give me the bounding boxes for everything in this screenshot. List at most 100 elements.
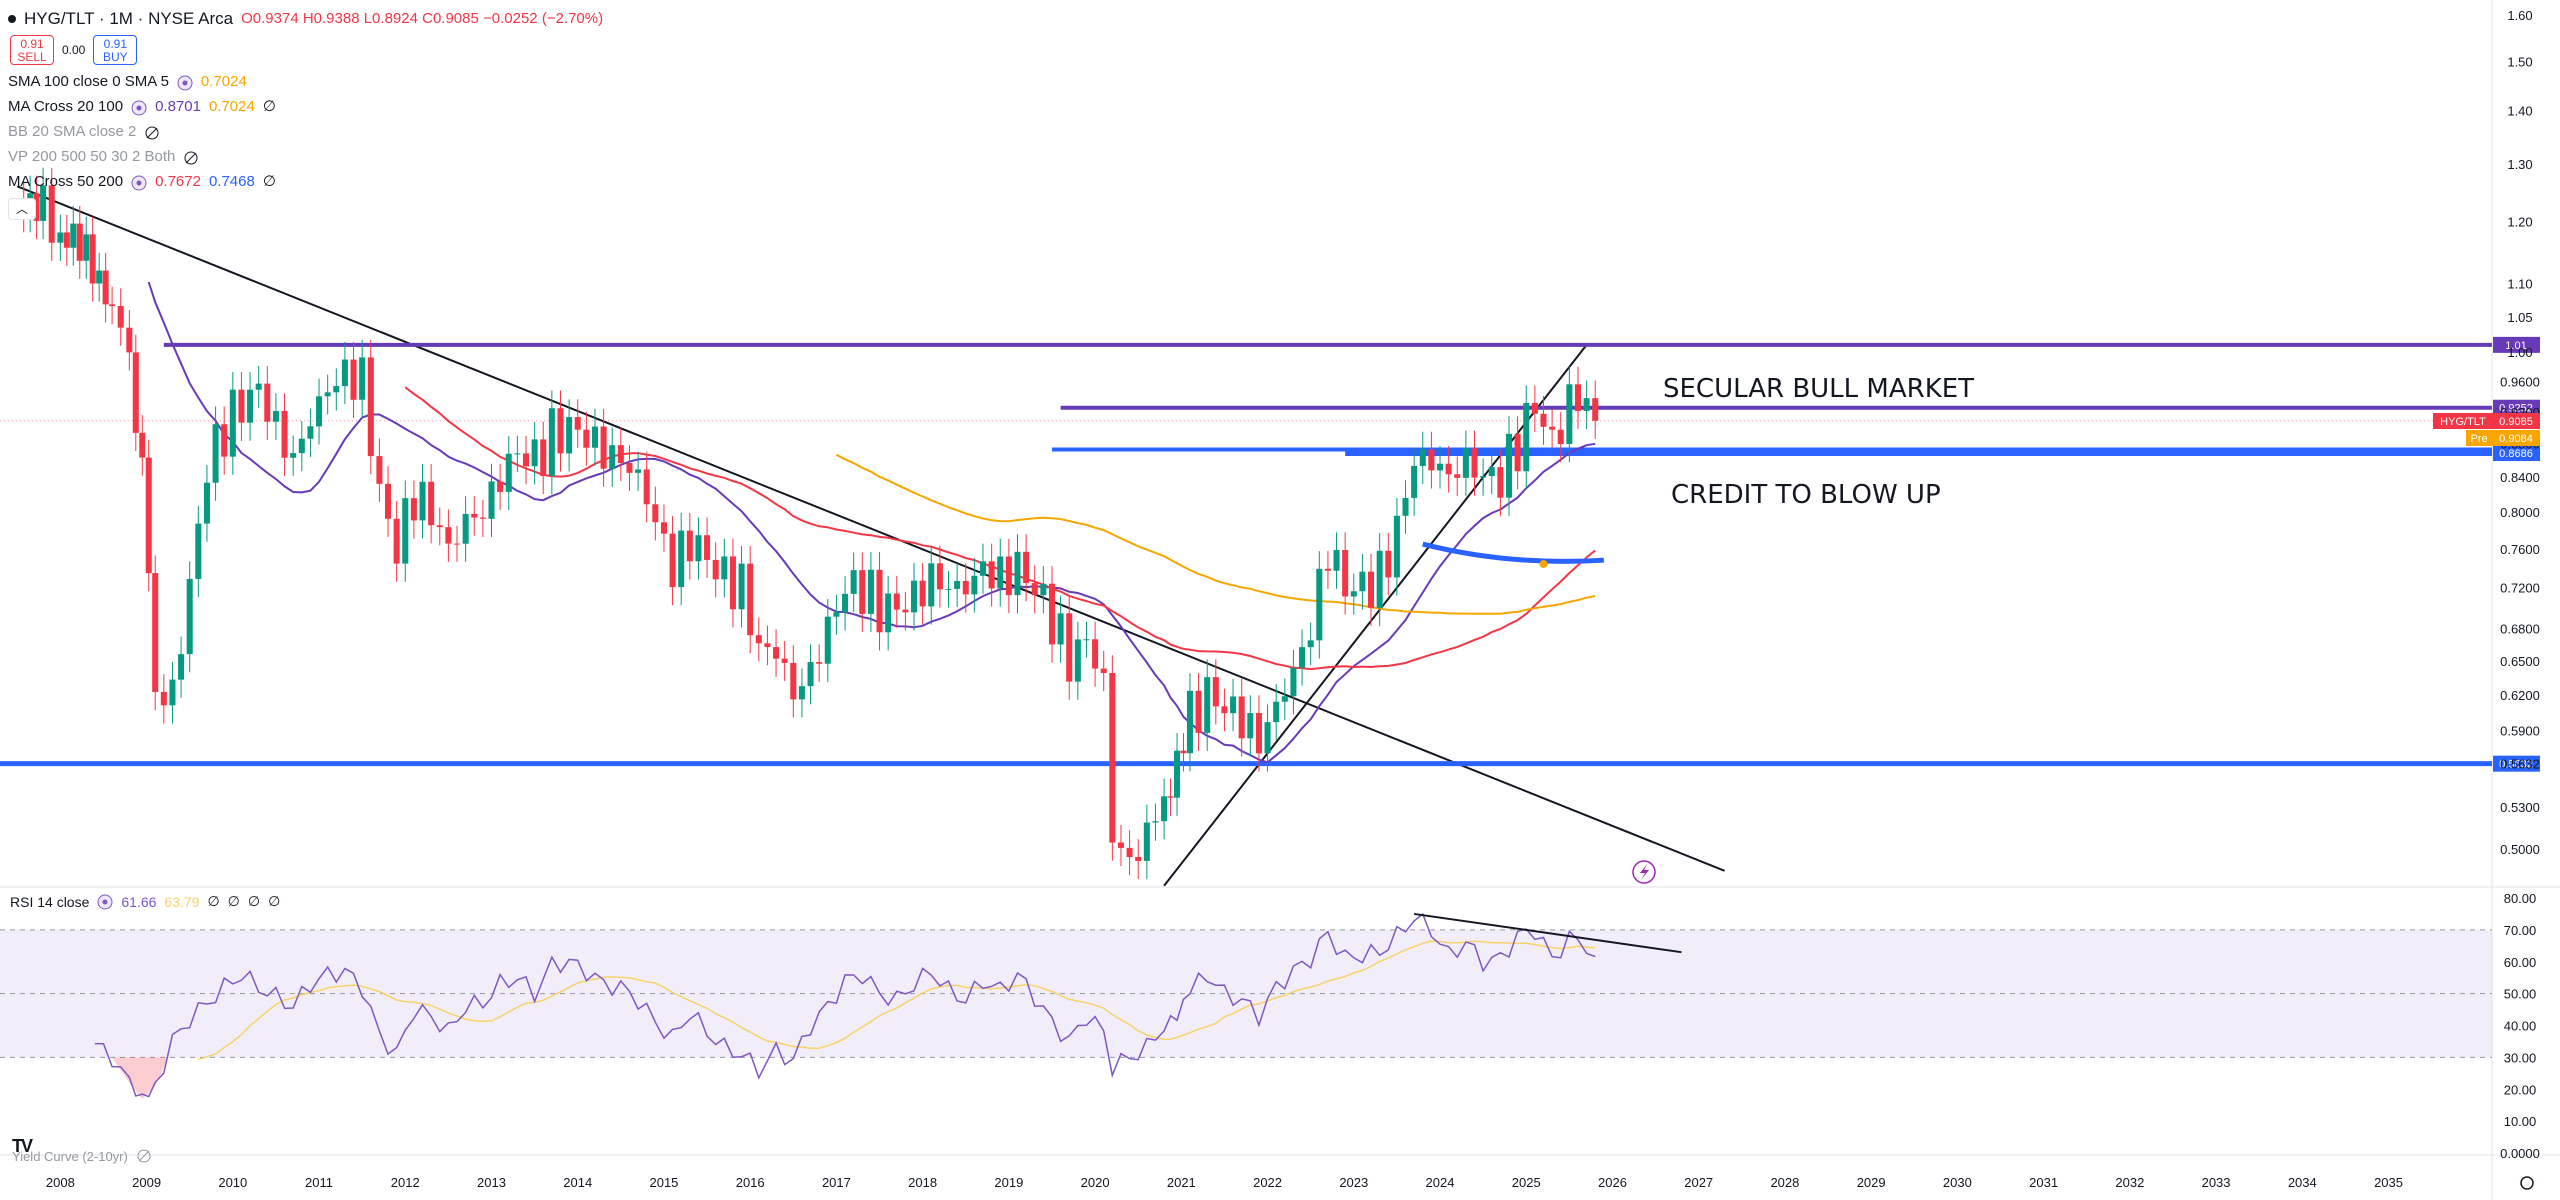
candle-body — [83, 234, 90, 261]
candles — [20, 167, 1599, 880]
eye-icon[interactable] — [177, 74, 193, 90]
indicator-name[interactable]: BB 20 SMA close 2 — [8, 123, 137, 140]
hidden-eye-icon[interactable] — [136, 1148, 152, 1164]
indicator-name[interactable]: VP 200 500 50 30 2 Both — [8, 148, 176, 165]
indicator-row[interactable]: MA Cross 20 100 0.8701 0.7024 ∅ — [8, 94, 603, 119]
candle-body — [419, 481, 426, 521]
candle-body — [169, 679, 176, 706]
candle-body — [1066, 613, 1073, 682]
candle-body — [1057, 613, 1064, 645]
symbol-dot — [8, 14, 16, 23]
time-tick-label: 2025 — [1512, 1175, 1541, 1190]
sell-button[interactable]: 0.91 SELL — [10, 35, 54, 65]
candle-body — [1324, 568, 1331, 571]
price-axis[interactable]: 1.60 1.50 1.40 1.30 1.20 1.10 1.05 1.00 0.9600 0.… — [2500, 8, 2540, 857]
candle-body — [488, 481, 495, 519]
buy-button[interactable]: 0.91 BUY — [93, 35, 138, 65]
candle-body — [1385, 550, 1392, 578]
indicator-row[interactable]: SMA 100 close 0 SMA 5 0.7024 — [8, 69, 603, 94]
candle-body — [609, 445, 616, 469]
level-tag-value: 0.9252 — [2499, 403, 2533, 415]
rsi-tick-label: 50.00 — [2504, 987, 2537, 1002]
price-tags: HYG/TLT 0.9085 Pre 0.9084 — [2433, 413, 2540, 446]
indicator-row[interactable]: BB 20 SMA close 2 — [8, 119, 603, 144]
symbol-title[interactable]: HYG/TLT · 1M · NYSE Arca — [24, 9, 234, 28]
rsi-empty-2: ∅ — [227, 893, 240, 909]
indicator-name[interactable]: SMA 100 close 0 SMA 5 — [8, 73, 169, 90]
price-tick-label: 0.8000 — [2500, 505, 2540, 520]
eye-icon[interactable] — [97, 894, 113, 910]
price-tick-label: 1.40 — [2507, 104, 2532, 119]
candle-body — [479, 517, 486, 519]
collapse-legend-button[interactable]: ︿ — [8, 198, 36, 220]
candle-body — [1342, 550, 1349, 597]
candle-body — [70, 223, 77, 248]
candle-body — [962, 581, 969, 595]
level-tag-bg — [2493, 445, 2540, 462]
time-tick-label: 2035 — [2374, 1175, 2403, 1190]
time-tick-label: 2014 — [563, 1175, 592, 1190]
indicator-name[interactable]: MA Cross 20 100 — [8, 98, 124, 115]
level-tag-value: 1.01 — [2505, 340, 2526, 352]
candle-body — [264, 383, 271, 422]
candle-body — [376, 456, 383, 484]
candle-body — [1152, 821, 1159, 823]
indicator-row[interactable]: MA Cross 50 200 0.7672 0.7468 ∅ — [8, 169, 603, 194]
close-value: C0.9085 — [422, 10, 479, 27]
time-axis[interactable]: 2008 2009 2010 2011 2012 2013 2014 2015 2016 2017… — [46, 1175, 2534, 1190]
indicator-name[interactable]: MA Cross 50 200 — [8, 173, 124, 190]
candle-body — [428, 481, 435, 526]
candle-body — [126, 327, 133, 353]
indicator-value: 0.7468 — [208, 173, 255, 190]
candle-body — [63, 232, 70, 248]
candle-body — [919, 580, 926, 607]
candle-body — [471, 513, 478, 518]
candle-body — [1497, 467, 1504, 498]
tradingview-logo[interactable]: TV — [12, 1136, 33, 1156]
eye-icon[interactable] — [131, 174, 147, 190]
candle-body — [298, 438, 305, 454]
candle-body — [747, 563, 754, 636]
sell-price: 0.91 — [20, 37, 44, 51]
price-tick-label: 0.9600 — [2500, 374, 2540, 389]
time-tick-label: 2022 — [1253, 1175, 1282, 1190]
candle-body — [660, 522, 667, 534]
rsi-name[interactable]: RSI 14 close — [10, 893, 90, 910]
rsi-tick-label: 40.00 — [2504, 1019, 2537, 1034]
rsi-band — [0, 929, 2492, 1058]
time-tick-label: 2017 — [822, 1175, 851, 1190]
lightning-icon[interactable] — [1632, 860, 1656, 884]
candle-body — [497, 481, 504, 492]
yield-curve-label[interactable]: Yield Curve (2-10yr) — [12, 1148, 128, 1164]
candle-body — [600, 426, 607, 469]
hidden-eye-icon[interactable] — [144, 124, 160, 140]
ohlc-values: O0.9374 H0.9388 L0.8924 C0.9085 −0.0252 … — [241, 6, 603, 31]
open-value: O0.9374 — [241, 10, 299, 27]
candle-body — [367, 357, 374, 457]
time-tick-label: 2016 — [736, 1175, 765, 1190]
candle-body — [1505, 433, 1513, 498]
candle-body — [229, 389, 236, 457]
candle-body — [1238, 696, 1245, 739]
candle-body — [867, 569, 874, 614]
indicator-row[interactable]: VP 200 500 50 30 2 Both — [8, 144, 603, 169]
candle-body — [522, 453, 530, 467]
candle-body — [272, 411, 279, 422]
candle-body — [1316, 568, 1323, 641]
hidden-eye-icon[interactable] — [183, 149, 199, 165]
indicator-value: 0.7672 — [155, 173, 201, 190]
hyg-value-bg — [2493, 413, 2540, 429]
eye-icon[interactable] — [131, 99, 147, 115]
high-value: H0.9388 — [302, 10, 360, 27]
settings-gear-icon[interactable] — [2520, 1176, 2534, 1190]
symbol-row: HYG/TLT · 1M · NYSE Arca O0.9374 H0.9388… — [8, 6, 603, 31]
candle-body — [1031, 583, 1038, 596]
candle-body — [40, 185, 47, 221]
candle-body — [117, 306, 124, 328]
candle-body — [109, 304, 116, 307]
candle-body — [307, 426, 314, 439]
candle-body — [928, 563, 935, 607]
candle-body — [152, 573, 159, 692]
